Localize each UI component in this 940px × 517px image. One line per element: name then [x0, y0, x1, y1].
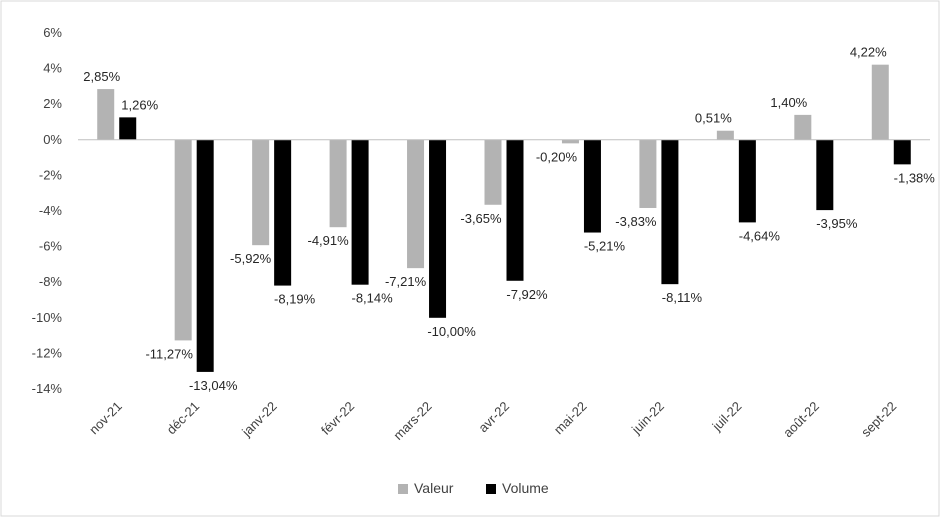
- y-tick-label: -12%: [32, 345, 63, 360]
- label-volume-10: -1,38%: [894, 170, 936, 185]
- legend-swatch-1: [486, 484, 496, 494]
- bar-volume-6: [583, 139, 601, 233]
- bar-valeur-4: [407, 139, 425, 269]
- label-volume-3: -8,14%: [351, 291, 393, 306]
- label-volume-5: -7,92%: [506, 287, 548, 302]
- label-valeur-7: -3,83%: [615, 214, 657, 229]
- y-tick-label: 0%: [43, 132, 62, 147]
- bar-volume-3: [351, 139, 369, 285]
- bar-valeur-1: [174, 139, 192, 341]
- label-valeur-2: -5,92%: [230, 251, 272, 266]
- bar-volume-8: [738, 139, 756, 223]
- y-tick-label: -2%: [39, 167, 63, 182]
- bar-valeur-3: [329, 139, 347, 228]
- y-tick-label: 4%: [43, 61, 62, 76]
- legend-label-1: Volume: [502, 480, 549, 496]
- y-axis: 6% 4% 2% 0% -2% -4% -6% -8% -10% -12% -14%: [32, 25, 63, 396]
- bar-valeur-8: [716, 130, 734, 140]
- label-volume-6: -5,21%: [584, 239, 626, 254]
- bar-volume-7: [661, 139, 679, 285]
- label-valeur-8: 0,51%: [695, 111, 732, 126]
- bars: [97, 64, 911, 372]
- data-labels: 2,85%1,26% -11,27% -13,04% -5,92% -8,19% -4,9…: [83, 45, 935, 393]
- label-valeur-1: -11,27%: [145, 346, 193, 361]
- y-tick-label: -10%: [32, 310, 63, 325]
- bar-valeur-5: [484, 139, 502, 205]
- bar-volume-10: [893, 139, 911, 165]
- bar-volume-2: [274, 139, 292, 286]
- legend-label-0: Valeur: [414, 480, 454, 496]
- y-tick-label: -14%: [32, 381, 63, 396]
- y-tick-label: -4%: [39, 203, 63, 218]
- label-valeur-4: -7,21%: [385, 274, 427, 289]
- label-volume-0: 1,26%: [121, 97, 158, 112]
- label-valeur-3: -4,91%: [307, 233, 349, 248]
- bar-valeur-7: [639, 139, 657, 208]
- label-volume-7: -8,11%: [662, 290, 703, 305]
- label-valeur-10: 4,22%: [850, 45, 887, 60]
- label-valeur-6: -0,20%: [536, 149, 578, 164]
- label-valeur-9: 1,40%: [770, 95, 807, 110]
- bar-valeur-2: [252, 139, 270, 246]
- label-volume-2: -8,19%: [274, 292, 316, 307]
- label-volume-8: -4,64%: [739, 228, 781, 243]
- legend-swatch-0: [398, 484, 408, 494]
- legend: Valeur Volume: [398, 480, 549, 496]
- bar-volume-4: [429, 139, 447, 318]
- y-tick-label: 6%: [43, 25, 62, 40]
- y-tick-label: -6%: [39, 239, 63, 254]
- label-volume-9: -3,95%: [816, 216, 858, 231]
- bar-valeur-0: [97, 89, 115, 140]
- bar-valeur-10: [871, 64, 889, 140]
- label-volume-1: -13,04%: [189, 378, 238, 393]
- label-volume-4: -10,00%: [427, 324, 476, 339]
- bar-valeur-6: [561, 139, 579, 144]
- label-valeur-5: -3,65%: [460, 211, 502, 226]
- label-valeur-0: 2,85%: [83, 69, 120, 84]
- y-tick-label: -8%: [39, 274, 63, 289]
- bar-volume-5: [506, 139, 524, 281]
- bar-volume-9: [816, 139, 834, 211]
- y-tick-label: 2%: [43, 96, 62, 111]
- bar-volume-0: [119, 117, 137, 140]
- bar-volume-1: [196, 139, 214, 372]
- bar-valeur-9: [794, 114, 812, 140]
